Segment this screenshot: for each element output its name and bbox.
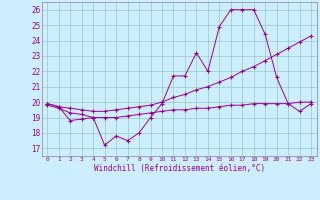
X-axis label: Windchill (Refroidissement éolien,°C): Windchill (Refroidissement éolien,°C) [94,164,265,173]
